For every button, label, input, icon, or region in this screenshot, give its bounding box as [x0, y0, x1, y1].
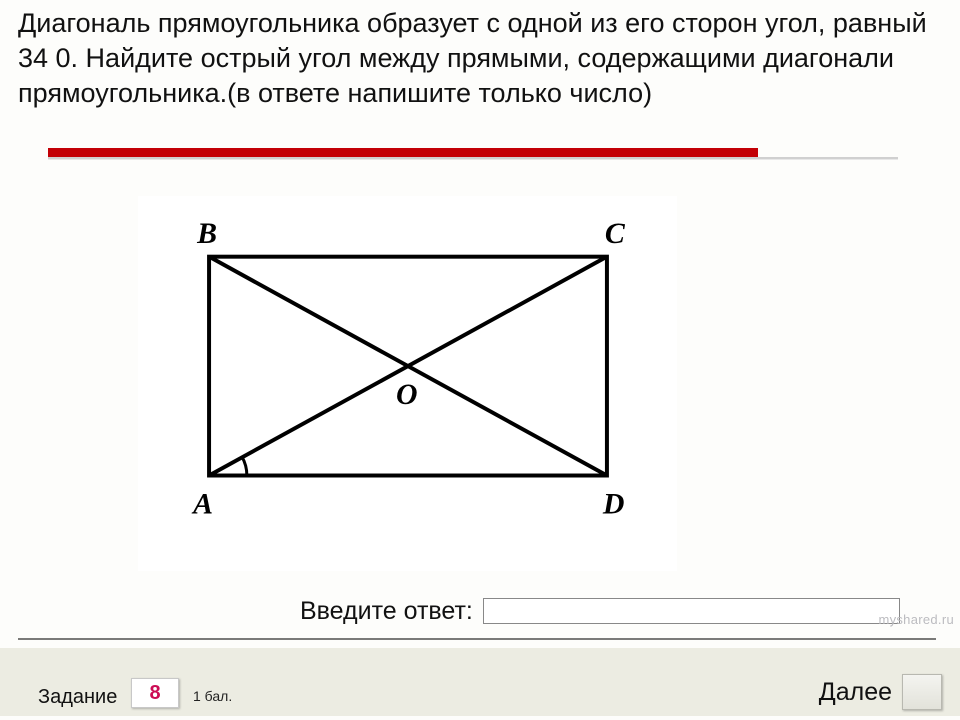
label-b: B: [196, 217, 217, 250]
task-number: 8: [149, 682, 160, 705]
label-c: C: [605, 217, 626, 250]
label-d: D: [602, 487, 625, 520]
watermark-text: myshared.ru: [878, 612, 954, 627]
geometry-figure: B C A D O: [138, 196, 677, 571]
label-a: A: [191, 487, 213, 520]
next-button[interactable]: [902, 674, 942, 710]
slide: Диагональ прямоугольника образует с одно…: [0, 0, 960, 720]
next-label: Далее: [819, 678, 892, 707]
task-label: Задание: [38, 686, 117, 709]
divider-shadow-2: [48, 159, 898, 160]
horizontal-rule: [18, 638, 936, 640]
answer-row: Введите ответ:: [300, 594, 900, 628]
points-label: 1 бал.: [193, 688, 232, 704]
footer-bar: Задание 8 1 бал. Далее: [0, 648, 960, 716]
question-text: Диагональ прямоугольника образует с одно…: [18, 6, 928, 111]
answer-input[interactable]: [483, 598, 900, 624]
divider-red: [48, 148, 758, 157]
task-number-box: 8: [131, 678, 179, 708]
answer-label: Введите ответ:: [300, 597, 473, 626]
label-o: O: [396, 378, 418, 411]
